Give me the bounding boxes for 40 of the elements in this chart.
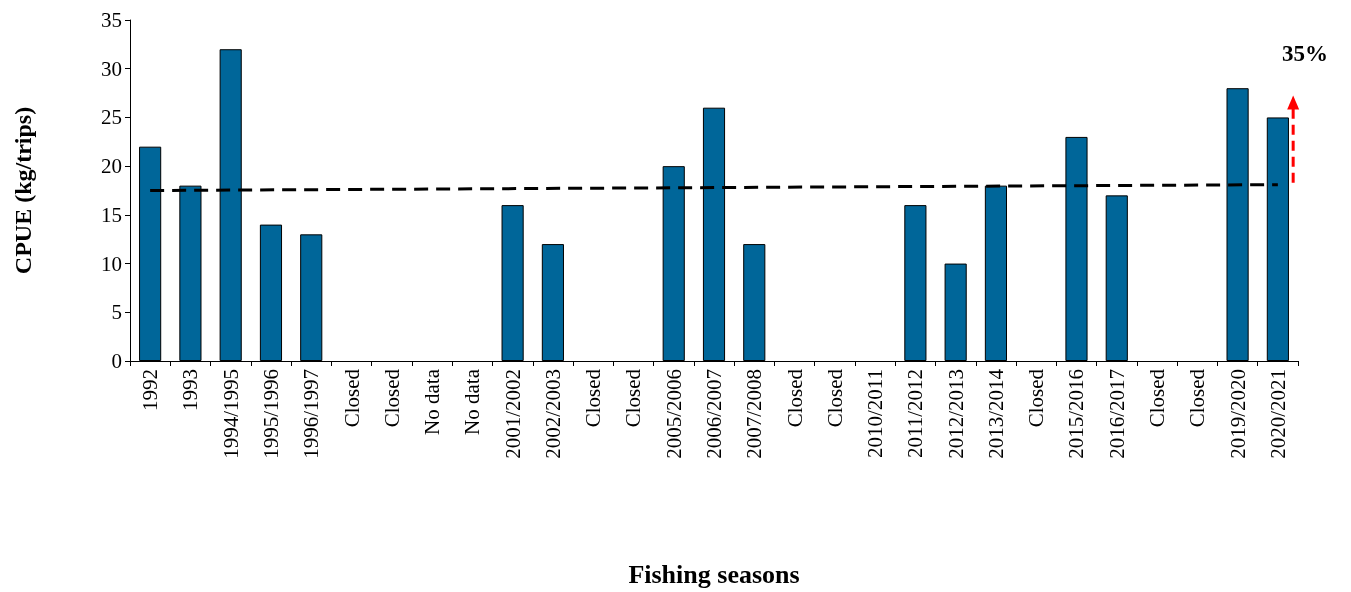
- x-tick-label: 2002/2003: [540, 369, 565, 459]
- x-tick-label: Closed: [822, 368, 847, 428]
- x-tick-label: Closed: [379, 368, 404, 428]
- x-tick-label: 2020/2021: [1265, 369, 1290, 459]
- y-tick-label: 0: [111, 349, 122, 373]
- x-tick-label: No data: [420, 368, 445, 435]
- x-axis-title: Fishing seasons: [628, 559, 800, 589]
- x-tick-label: Closed: [339, 368, 364, 428]
- x-tick-label: 1993: [178, 369, 203, 411]
- x-tick-label: 1992: [138, 369, 163, 411]
- x-tick-label: Closed: [1145, 368, 1170, 428]
- y-tick-label: 25: [101, 105, 122, 130]
- y-tick-label: 35: [101, 8, 122, 32]
- x-tick-label: 2007/2008: [742, 369, 767, 459]
- y-tick-label: 5: [111, 300, 122, 325]
- x-tick-label: 2010/2011: [863, 369, 888, 459]
- x-tick-label: Closed: [1024, 368, 1049, 428]
- y-tick-label: 15: [101, 202, 122, 227]
- x-tick-label: 2016/2017: [1104, 369, 1129, 459]
- x-tick-label: 2019/2020: [1225, 369, 1250, 459]
- x-tick-label: Closed: [782, 368, 807, 428]
- x-tick-label: 2012/2013: [943, 369, 968, 459]
- x-tick-label: 2006/2007: [702, 369, 726, 459]
- x-tick-label: 1995/1996: [258, 369, 283, 459]
- x-tick-label: 2011/2012: [903, 369, 928, 459]
- x-tick-label: 1994/1995: [218, 369, 243, 459]
- y-tick-label: 30: [101, 56, 122, 81]
- x-tick-label: 2001/2002: [500, 369, 525, 459]
- x-tick-label: Closed: [621, 368, 646, 428]
- x-tick-label: No data: [460, 368, 485, 435]
- x-tick-label: Closed: [1185, 368, 1210, 428]
- x-tick-label: 2013/2014: [983, 368, 1008, 459]
- y-axis-title: CPUE (kg/trips): [10, 106, 36, 275]
- x-tick-label: 2005/2006: [661, 369, 686, 459]
- annotation: 35%: [1282, 41, 1328, 66]
- y-tick-label: 10: [101, 251, 122, 276]
- y-tick-label: 20: [101, 154, 122, 179]
- x-tick-label: 2015/2016: [1064, 369, 1089, 459]
- x-tick-label: 1996/1997: [299, 369, 324, 459]
- x-tick-label: Closed: [581, 368, 606, 428]
